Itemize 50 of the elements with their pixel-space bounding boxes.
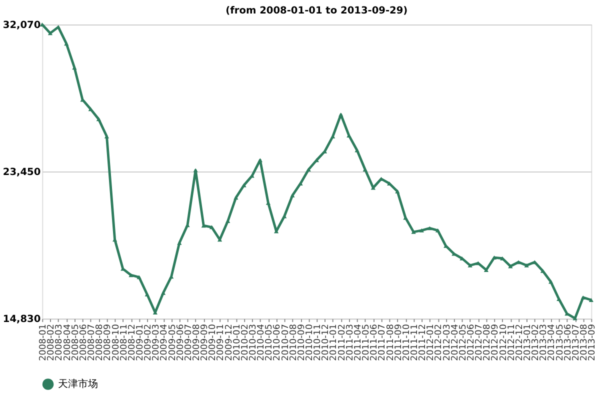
- x-tick-label: 2012-06: [466, 324, 476, 361]
- x-tick-label: 2012-02: [434, 324, 444, 361]
- x-tick-label: 2008-06: [78, 324, 89, 361]
- x-tick-label: 2008-09: [103, 324, 114, 361]
- x-tick-label: 2012-10: [498, 324, 509, 361]
- x-tick-label: 2011-03: [345, 324, 356, 361]
- x-tick-label: 2008-10: [111, 324, 122, 361]
- x-tick-label: 2011-09: [394, 324, 404, 361]
- x-tick-label: 2010-06: [272, 324, 283, 361]
- x-tick-label: 2009-08: [192, 324, 202, 361]
- x-tick-label: 2012-12: [514, 324, 525, 361]
- x-tick-label: 2010-09: [296, 324, 307, 361]
- x-tick-label: 2008-05: [70, 324, 81, 361]
- x-tick-label: 2012-05: [458, 324, 468, 361]
- x-tick-label: 2012-04: [450, 324, 460, 361]
- x-tick-label: 2013-04: [547, 324, 558, 361]
- x-tick-label: 2010-07: [280, 324, 291, 361]
- x-tick-label: 2008-11: [119, 324, 130, 361]
- x-tick-label: 2008-03: [54, 324, 65, 361]
- x-tick-label: 2013-09: [588, 324, 598, 361]
- x-tick-label: 2013-07: [571, 324, 582, 361]
- x-tick-label: 2009-11: [216, 324, 226, 361]
- x-tick-label: 2013-05: [555, 324, 566, 361]
- x-tick-label: 2011-01: [329, 324, 340, 361]
- x-tick-label: 2011-02: [337, 324, 348, 361]
- x-tick-label: 2011-08: [386, 324, 396, 361]
- x-tick-label: 2010-01: [232, 324, 242, 361]
- x-tick-label: 2011-10: [402, 324, 412, 361]
- y-tick-label: 14,830: [2, 314, 41, 326]
- x-tick-label: 2009-04: [160, 324, 170, 361]
- x-tick-label: 2012-11: [506, 324, 517, 361]
- x-tick-label: 2011-07: [378, 324, 388, 361]
- x-tick-label: 2008-04: [62, 324, 73, 361]
- x-tick-label: 2011-11: [410, 324, 420, 361]
- x-tick-label: 2009-12: [224, 324, 234, 361]
- x-tick-label: 2012-09: [490, 324, 501, 361]
- x-tick-label: 2009-07: [184, 324, 194, 361]
- x-tick-label: 2008-12: [127, 324, 138, 361]
- x-tick-label: 2009-05: [168, 324, 178, 361]
- x-tick-label: 2010-02: [240, 324, 250, 361]
- x-tick-label: 2013-06: [563, 324, 574, 361]
- legend-label: 天津市场: [58, 378, 98, 390]
- y-tick-label: 32,070: [2, 20, 41, 31]
- x-tick-label: 2009-06: [176, 324, 186, 361]
- x-tick-label: 2010-08: [288, 324, 299, 361]
- chart-title: (from 2008-01-01 to 2013-09-29): [226, 6, 408, 17]
- x-tick-label: 2009-01: [135, 324, 146, 361]
- x-tick-label: 2012-03: [442, 324, 452, 361]
- x-tick-label: 2011-04: [353, 324, 364, 361]
- y-tick-label: 23,450: [2, 166, 41, 178]
